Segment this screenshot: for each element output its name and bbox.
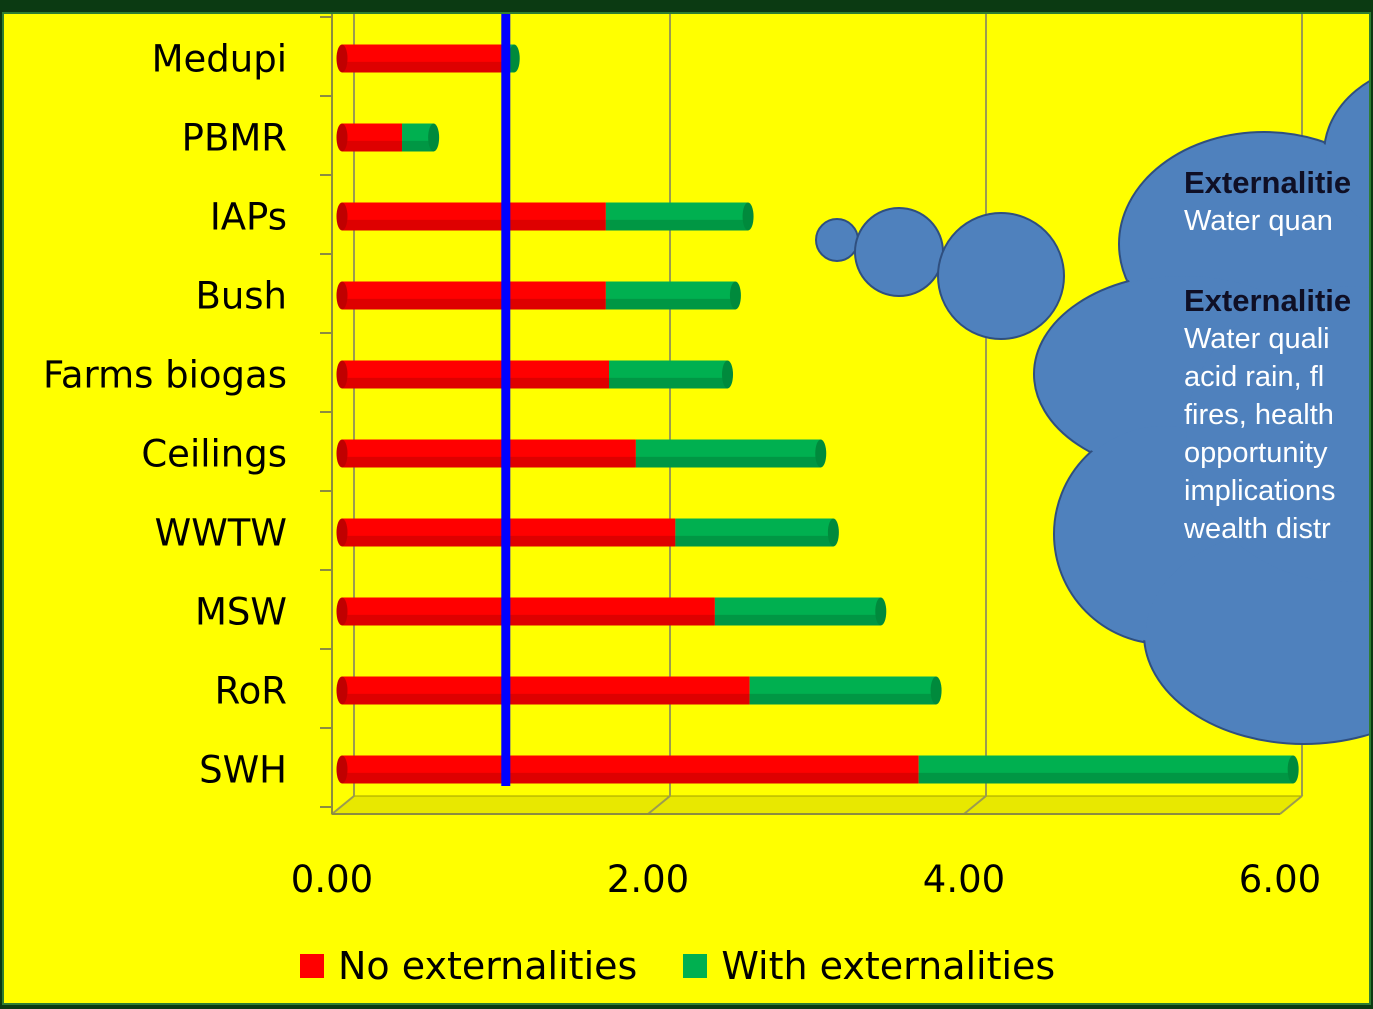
y-tick-label: IAPs: [210, 196, 287, 239]
bubble-large: [937, 212, 1065, 340]
bar-start-cap: [336, 360, 348, 389]
bar-shade: [402, 140, 434, 152]
bar-end-cap: [930, 676, 942, 705]
gridline-depth: [1279, 795, 1303, 815]
bar-segment: [605, 202, 749, 231]
legend-label: With externalities: [721, 944, 1056, 988]
bar-segment: [714, 597, 881, 626]
x-tick-label: 6.00: [1239, 858, 1321, 901]
callout-line: Water quan: [1184, 205, 1333, 237]
bar-shade: [342, 772, 919, 784]
bar-shade: [714, 614, 881, 626]
bar-segment: [918, 755, 1294, 784]
bar-shade: [342, 377, 610, 389]
bar-segment: [635, 439, 821, 468]
plot-floor: [330, 795, 1304, 815]
bar-segment: [675, 518, 834, 547]
bar-shade: [605, 298, 736, 310]
callout-line: opportunity: [1184, 437, 1328, 469]
bar-start-cap: [336, 281, 348, 310]
gridline-depth: [963, 795, 987, 815]
bar-shade: [609, 377, 728, 389]
y-tick-label: Farms biogas: [43, 354, 287, 397]
bar-end-cap: [729, 281, 741, 310]
callout-line: implications: [1184, 475, 1336, 507]
callout-line: fires, health: [1184, 399, 1334, 431]
bar-shade: [342, 61, 510, 73]
legend-label: No externalities: [338, 944, 638, 988]
y-tick-label: SWH: [199, 749, 287, 792]
y-tick-label: RoR: [215, 670, 287, 713]
bar-segment: [342, 202, 606, 231]
bar-end-cap: [827, 518, 839, 547]
legend-swatch-green: [683, 954, 708, 978]
bar-start-cap: [336, 518, 348, 547]
bar-end-cap: [742, 202, 754, 231]
callout-line: Water quali: [1184, 323, 1330, 355]
bar-shade: [342, 693, 750, 705]
y-tick-label: MSW: [195, 591, 287, 634]
bar-segment: [609, 360, 728, 389]
y-tick-label: Medupi: [152, 38, 287, 81]
cloud-callout: [1033, 80, 1369, 745]
y-tick-label: Bush: [195, 275, 287, 318]
bubble-small: [815, 218, 859, 262]
bar-start-cap: [336, 44, 348, 73]
bar-start-cap: [336, 439, 348, 468]
callout-line: acid rain, fl: [1184, 361, 1325, 393]
bar-segment: [342, 597, 715, 626]
bar-shade: [342, 614, 715, 626]
x-tick-label: 2.00: [607, 858, 689, 901]
bar-start-cap: [336, 755, 348, 784]
callout-text: Externalitie Water quan Externalitie Wat…: [1184, 164, 1369, 548]
bar-shade: [635, 456, 821, 468]
bar-segment: [342, 44, 510, 73]
callout-line: wealth distr: [1184, 513, 1331, 545]
bar-start-cap: [336, 123, 348, 152]
bar-shade: [342, 298, 606, 310]
bubble-medium: [854, 207, 944, 297]
bar-end-cap: [722, 360, 734, 389]
bar-segment: [749, 676, 937, 705]
gridline-depth: [331, 795, 355, 815]
bar-segment: [342, 123, 403, 152]
bar-shade: [605, 219, 749, 231]
bar-segment: [342, 676, 750, 705]
bar-start-cap: [336, 676, 348, 705]
bar-shade: [342, 140, 403, 152]
bar-shade: [342, 456, 636, 468]
bar-end-cap: [428, 123, 440, 152]
legend-item-with-externalities: With externalities: [683, 944, 1055, 988]
legend-item-no-externalities: No externalities: [300, 944, 637, 988]
bar-segment: [342, 439, 636, 468]
bar-end-cap: [875, 597, 887, 626]
bar-shade: [749, 693, 937, 705]
gridline-depth: [647, 795, 671, 815]
bar-shade: [675, 535, 834, 547]
y-tick-label: Ceilings: [141, 433, 287, 476]
bar-end-cap: [508, 44, 520, 73]
bar-chart: Medupi PBMR IAPs Bush Farms biogas Ceilings WW…: [43, 14, 1369, 901]
y-tick-label: WWTW: [155, 512, 287, 555]
legend-swatch-red: [300, 954, 324, 978]
bar-end-cap: [815, 439, 827, 468]
bar-shade: [342, 219, 606, 231]
x-tick-label: 0.00: [291, 858, 373, 901]
x-tick-label: 4.00: [923, 858, 1005, 901]
bar-segment: [605, 281, 736, 310]
callout-heading-2: Externalitie: [1184, 283, 1352, 318]
bar-segment: [342, 755, 919, 784]
bar-segment: [342, 360, 610, 389]
bar-segment: [342, 281, 606, 310]
chart-slide: Medupi PBMR IAPs Bush Farms biogas Ceilings WW…: [2, 12, 1371, 1005]
y-tick-label: PBMR: [182, 117, 287, 160]
legend: No externalities With externalities: [300, 944, 1101, 988]
bar-end-cap: [1287, 755, 1299, 784]
bar-start-cap: [336, 597, 348, 626]
bar-shade: [918, 772, 1294, 784]
callout-heading-1: Externalitie: [1184, 165, 1352, 200]
bar-start-cap: [336, 202, 348, 231]
